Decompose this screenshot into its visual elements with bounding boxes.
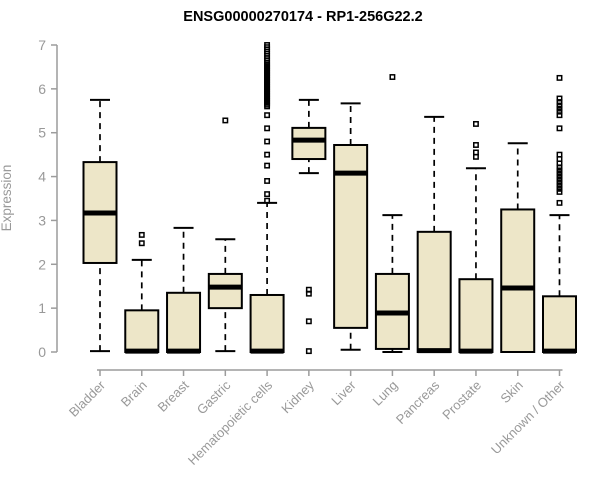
outlier-point bbox=[264, 151, 271, 158]
outlier-point bbox=[556, 185, 563, 192]
outlier-point bbox=[556, 151, 563, 158]
box-group-6 bbox=[333, 102, 369, 351]
box-group-11 bbox=[542, 74, 577, 354]
outlier-point bbox=[473, 120, 479, 127]
outlier-point bbox=[264, 112, 271, 119]
outlier-point bbox=[264, 138, 271, 145]
iqr-box bbox=[291, 126, 327, 161]
chart-title: ENSG00000270174 - RP1-256G22.2 bbox=[183, 9, 422, 25]
box-group-9 bbox=[458, 120, 494, 354]
box-group-5 bbox=[291, 98, 327, 355]
y-tick-label: 0 bbox=[38, 344, 46, 360]
outlier-point bbox=[556, 199, 563, 206]
outlier-point bbox=[305, 290, 312, 297]
outlier-point bbox=[473, 142, 479, 148]
outlier-point bbox=[556, 108, 563, 115]
box-group-0 bbox=[82, 98, 118, 353]
outlier-point bbox=[264, 197, 271, 204]
y-tick-label: 1 bbox=[38, 300, 46, 316]
outlier-point bbox=[556, 95, 563, 102]
outlier-point bbox=[264, 125, 271, 132]
x-tick-label: Liver bbox=[328, 377, 359, 408]
x-tick-label: Prostate bbox=[439, 378, 484, 423]
boxes-layer bbox=[82, 42, 577, 355]
outlier-point bbox=[556, 188, 563, 195]
box-group-10 bbox=[500, 142, 536, 353]
outlier-point bbox=[305, 318, 312, 325]
y-tick-label: 6 bbox=[38, 81, 46, 97]
x-tick-label: Gastric bbox=[194, 377, 234, 417]
outlier-point bbox=[556, 182, 563, 189]
outlier-point bbox=[556, 176, 563, 183]
outlier-point bbox=[264, 178, 271, 184]
y-tick-label: 4 bbox=[38, 169, 46, 185]
outlier-point bbox=[556, 167, 563, 174]
box-group-7 bbox=[374, 74, 410, 353]
box-group-2 bbox=[166, 226, 202, 354]
outlier-point bbox=[556, 105, 563, 112]
y-tick-label: 7 bbox=[38, 37, 46, 53]
y-tick-label: 2 bbox=[38, 256, 46, 272]
outlier-point bbox=[305, 348, 312, 355]
x-tick-label: Bladder bbox=[66, 377, 109, 420]
box-group-1 bbox=[124, 231, 160, 354]
x-tick-label: Brain bbox=[118, 378, 150, 410]
outlier-point bbox=[473, 149, 479, 156]
outlier-point bbox=[389, 74, 396, 80]
iqr-box bbox=[207, 272, 243, 310]
outlier-point bbox=[556, 173, 563, 180]
box-group-4 bbox=[249, 42, 285, 354]
outlier-point bbox=[556, 99, 563, 105]
outlier-point bbox=[556, 74, 563, 81]
outlier-point bbox=[556, 112, 563, 119]
outlier-point bbox=[556, 179, 563, 186]
x-tick-label: Pancreas bbox=[393, 377, 443, 427]
outlier-point bbox=[222, 117, 229, 124]
x-tick-label: Unknown / Other bbox=[488, 377, 568, 457]
outlier-point bbox=[556, 102, 563, 109]
x-tick-label: Breast bbox=[154, 377, 191, 414]
outlier-point bbox=[138, 240, 145, 247]
x-tick-label: Lung bbox=[369, 378, 400, 409]
y-tick-label: 3 bbox=[38, 212, 46, 228]
outlier-point bbox=[264, 191, 271, 198]
x-tick-label: Kidney bbox=[278, 377, 317, 416]
box-group-8 bbox=[416, 115, 452, 354]
iqr-box bbox=[166, 291, 202, 353]
iqr-box bbox=[416, 230, 452, 353]
outlier-point bbox=[264, 42, 271, 48]
y-tick-label: 5 bbox=[38, 125, 46, 141]
outlier-point bbox=[138, 231, 145, 238]
y-axis-title: Expression bbox=[0, 165, 14, 232]
outlier-point bbox=[556, 170, 563, 177]
iqr-box bbox=[542, 295, 577, 353]
iqr-box bbox=[500, 208, 536, 353]
x-tick-label: Skin bbox=[497, 378, 525, 406]
outlier-point bbox=[556, 125, 563, 132]
iqr-box bbox=[458, 278, 494, 353]
iqr-box bbox=[124, 309, 160, 354]
box-group-3 bbox=[207, 117, 243, 353]
iqr-box bbox=[249, 293, 285, 354]
outlier-point bbox=[264, 162, 271, 169]
